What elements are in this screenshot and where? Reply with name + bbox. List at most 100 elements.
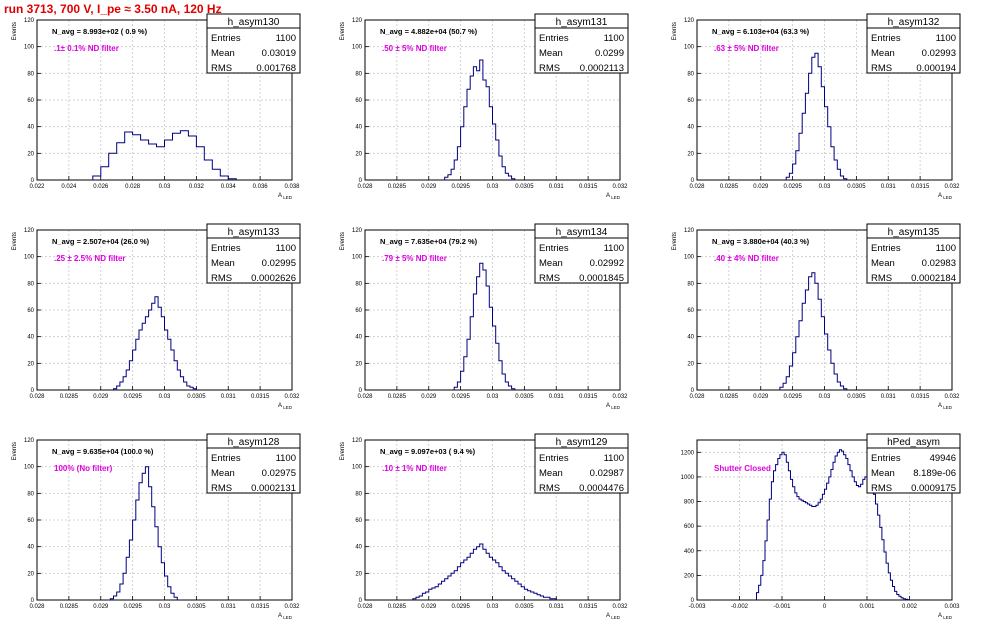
x-tick-label: 0.0285: [720, 184, 739, 190]
navg-label: N_avg = 9.635e+04 (100.0 %): [52, 447, 154, 456]
x-tick-label: 0.036: [253, 184, 269, 190]
x-tick-label: 0.003: [944, 604, 960, 610]
stats-box: h_asym130 Entries 1100 Mean 0.03019 RMS 0.0017…: [206, 13, 301, 74]
x-tick-label: 0.031: [221, 604, 237, 610]
stats-rms-value: 0.0009175: [911, 483, 956, 494]
y-tick-label: 120: [24, 438, 35, 444]
y-tick-label: 120: [352, 18, 363, 24]
y-tick-label: 200: [684, 573, 695, 579]
histogram-series: [444, 59, 516, 180]
stats-mean-label: Mean: [539, 258, 563, 269]
y-tick-label: 80: [27, 281, 34, 287]
stats-entries-value: 1100: [276, 243, 296, 254]
x-tick-label: 0.034: [221, 184, 237, 190]
y-tick-label: 60: [687, 308, 694, 314]
stats-box-frame: [534, 223, 629, 284]
y-tick-label: 40: [27, 335, 34, 341]
y-tick-label: 60: [27, 518, 34, 524]
y-tick-label: 40: [27, 125, 34, 131]
x-tick-label: 0.0285: [720, 394, 739, 400]
x-tick-label: 0.028: [29, 394, 45, 400]
y-tick-label: 100: [352, 465, 363, 471]
y-tick-label: 20: [27, 571, 34, 577]
stats-entries-label: Entries: [871, 33, 901, 44]
stats-box-frame: [206, 433, 301, 494]
y-tick-label: 120: [352, 438, 363, 444]
histogram-panel: 0.028 0.0285 0.029 0.0295 0.03 0.0305 0.031 0.0…: [340, 223, 629, 410]
navg-label: N_avg = 4.882e+04 (50.7 %): [380, 27, 478, 36]
y-tick-label: 60: [355, 308, 362, 314]
x-tick-label: 0.029: [753, 394, 769, 400]
y-tick-label: 80: [355, 491, 362, 497]
x-tick-label: 0.029: [421, 394, 437, 400]
y-tick-label: 1200: [681, 450, 695, 456]
stats-mean-value: 8.189e-06: [913, 468, 956, 479]
stats-entries-value: 1100: [604, 243, 624, 254]
stats-box-frame: [206, 13, 301, 74]
filter-annotation: Shutter Closed: [714, 464, 771, 473]
y-tick-label: 100: [24, 255, 35, 261]
y-tick-label: 40: [355, 335, 362, 341]
stats-rms-value: 0.0002184: [911, 273, 956, 284]
y-tick-label: 0: [691, 388, 695, 394]
x-tick-label: 0.028: [689, 394, 705, 400]
x-tick-label: 0.032: [284, 394, 300, 400]
x-tick-label: 0.0305: [515, 394, 534, 400]
y-tick-label: 20: [355, 571, 362, 577]
x-tick-label: 0.031: [549, 604, 565, 610]
histogram-panel: -0.003 -0.002 -0.001 0 0.001 0.002 0.003 0 200 40…: [681, 433, 961, 620]
histogram-panel: 0.028 0.0285 0.029 0.0295 0.03 0.0305 0.031 0.0…: [12, 223, 301, 410]
x-tick-label: -0.002: [731, 604, 749, 610]
stats-box-frame: [866, 433, 961, 494]
histogram-panel: 0.028 0.0285 0.029 0.0295 0.03 0.0305 0.031 0.0…: [340, 433, 629, 620]
x-tick-label: 0.0285: [388, 604, 407, 610]
y-axis-label: Events: [672, 232, 678, 250]
navg-label: N_avg = 7.635e+04 (79.2 %): [380, 237, 478, 246]
stats-mean-label: Mean: [539, 48, 563, 59]
y-tick-label: 40: [355, 125, 362, 131]
y-tick-label: 0: [31, 178, 35, 184]
x-tick-label: 0.022: [29, 184, 45, 190]
histogram-name: h_asym129: [556, 437, 608, 448]
stats-entries-label: Entries: [211, 33, 241, 44]
stats-mean-value: 0.02995: [262, 258, 296, 269]
stats-box: h_asym135 Entries 1100 Mean 0.02983 RMS 0.0002…: [866, 223, 961, 284]
x-tick-label: 0.03: [487, 184, 499, 190]
y-tick-label: 80: [355, 281, 362, 287]
x-tick-label: 0.031: [881, 184, 897, 190]
stats-mean-label: Mean: [211, 48, 235, 59]
histogram-panel: 0.028 0.0285 0.029 0.0295 0.03 0.0305 0.031 0.0…: [672, 223, 961, 410]
y-tick-label: 120: [24, 228, 35, 234]
x-tick-label: 0.0315: [579, 604, 598, 610]
y-tick-label: 20: [687, 151, 694, 157]
x-tick-label: 0.0305: [187, 394, 206, 400]
x-tick-label: 0.001: [859, 604, 875, 610]
run-title: run 3713, 700 V, I_pe ≈ 3.50 nA, 120 Hz: [4, 2, 222, 16]
x-tick-label: 0.032: [944, 394, 960, 400]
x-tick-label: 0.03: [487, 604, 499, 610]
x-tick-label: 0.0295: [451, 184, 470, 190]
x-tick-label: 0.028: [357, 184, 373, 190]
x-tick-label: 0.0285: [60, 394, 79, 400]
stats-mean-label: Mean: [539, 468, 563, 479]
stats-mean-value: 0.02987: [590, 468, 624, 479]
filter-annotation: .40 ± 4% ND filter: [714, 254, 779, 263]
filter-annotation: .1± 0.1% ND filter: [54, 44, 119, 53]
histogram-series: [785, 52, 848, 180]
y-tick-label: 0: [31, 598, 35, 604]
stats-entries-value: 1100: [604, 33, 624, 44]
histogram-series: [756, 449, 910, 601]
histogram-name: h_asym134: [556, 227, 608, 238]
y-tick-label: 120: [352, 228, 363, 234]
x-tick-label: 0.032: [612, 604, 628, 610]
stats-box-frame: [866, 13, 961, 74]
filter-annotation: .63 ± 5% ND filter: [714, 44, 779, 53]
x-tick-label: 0.03: [159, 184, 171, 190]
stats-rms-label: RMS: [871, 273, 892, 284]
y-axis-label: Events: [672, 22, 678, 40]
stats-box: h_asym134 Entries 1100 Mean 0.02992 RMS 0.0001…: [534, 223, 629, 284]
x-tick-label: 0.0315: [911, 184, 930, 190]
x-axis-label: A LED: [606, 193, 621, 200]
stats-entries-label: Entries: [539, 453, 569, 464]
